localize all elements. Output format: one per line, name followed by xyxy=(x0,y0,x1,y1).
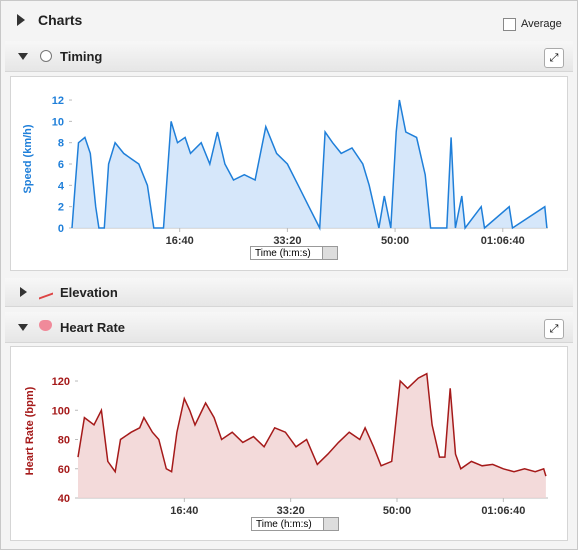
chart-box xyxy=(10,76,568,271)
panel-title: Elevation xyxy=(60,285,118,300)
expand-arrow[interactable] xyxy=(18,324,28,331)
average-checkbox[interactable] xyxy=(503,18,516,31)
clock-icon xyxy=(40,50,52,62)
heart-rate-header[interactable] xyxy=(5,312,573,343)
panel-title: Timing xyxy=(60,49,103,64)
maximize-button[interactable]: ⤢ xyxy=(544,48,564,68)
checkbox-label: Average xyxy=(521,18,562,30)
x-axis-select[interactable]: Time (h:m:s) xyxy=(251,517,339,531)
chart-box xyxy=(10,346,568,541)
collapse-arrow[interactable] xyxy=(20,287,27,297)
x-axis-select[interactable]: Time (h:m:s) xyxy=(250,246,338,260)
collapse-arrow[interactable] xyxy=(17,14,25,26)
maximize-button[interactable]: ⤢ xyxy=(544,319,564,339)
elevation-header[interactable] xyxy=(5,278,573,307)
panel-title: Heart Rate xyxy=(60,320,126,335)
x-axis-label: Time (h:m:s) xyxy=(255,248,311,259)
expand-arrow[interactable] xyxy=(18,53,28,60)
header-title: Charts xyxy=(38,12,83,28)
x-axis-label: Time (h:m:s) xyxy=(256,519,312,530)
heart-icon xyxy=(39,320,52,331)
timing-header[interactable] xyxy=(5,41,573,72)
